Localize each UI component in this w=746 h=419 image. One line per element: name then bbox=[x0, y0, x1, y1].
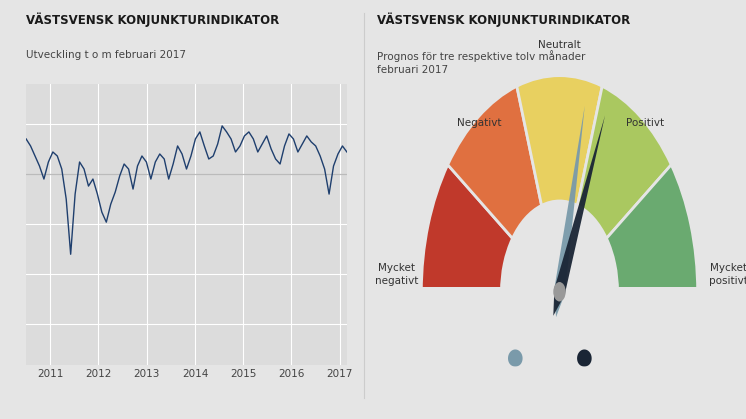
Text: Mycket
negativt: Mycket negativt bbox=[374, 263, 419, 286]
Polygon shape bbox=[554, 115, 605, 316]
Text: Mycket
positivt: Mycket positivt bbox=[709, 263, 746, 286]
Text: 3 mån: 3 mån bbox=[532, 358, 565, 368]
Circle shape bbox=[554, 282, 565, 302]
Text: Negativt: Negativt bbox=[457, 118, 501, 128]
Text: Neutralt: Neutralt bbox=[538, 40, 581, 50]
Polygon shape bbox=[508, 349, 523, 366]
Text: Utveckling t o m februari 2017: Utveckling t o m februari 2017 bbox=[26, 50, 186, 60]
Text: VÄSTSVENSK KONJUNKTURINDIKATOR: VÄSTSVENSK KONJUNKTURINDIKATOR bbox=[377, 13, 630, 27]
Wedge shape bbox=[606, 165, 698, 292]
Polygon shape bbox=[554, 106, 585, 317]
Bar bbox=[373, 287, 746, 411]
Wedge shape bbox=[517, 76, 602, 205]
Circle shape bbox=[501, 201, 618, 383]
Text: VÄSTSVENSK KONJUNKTURINDIKATOR: VÄSTSVENSK KONJUNKTURINDIKATOR bbox=[26, 13, 279, 27]
Text: Prognos för tre respektive tolv månader
februari 2017: Prognos för tre respektive tolv månader … bbox=[377, 50, 585, 75]
Polygon shape bbox=[577, 349, 592, 366]
Wedge shape bbox=[448, 86, 542, 238]
Wedge shape bbox=[577, 86, 671, 238]
Text: 12 mån: 12 mån bbox=[601, 358, 641, 368]
Wedge shape bbox=[421, 165, 513, 292]
Text: Positivt: Positivt bbox=[626, 118, 664, 128]
